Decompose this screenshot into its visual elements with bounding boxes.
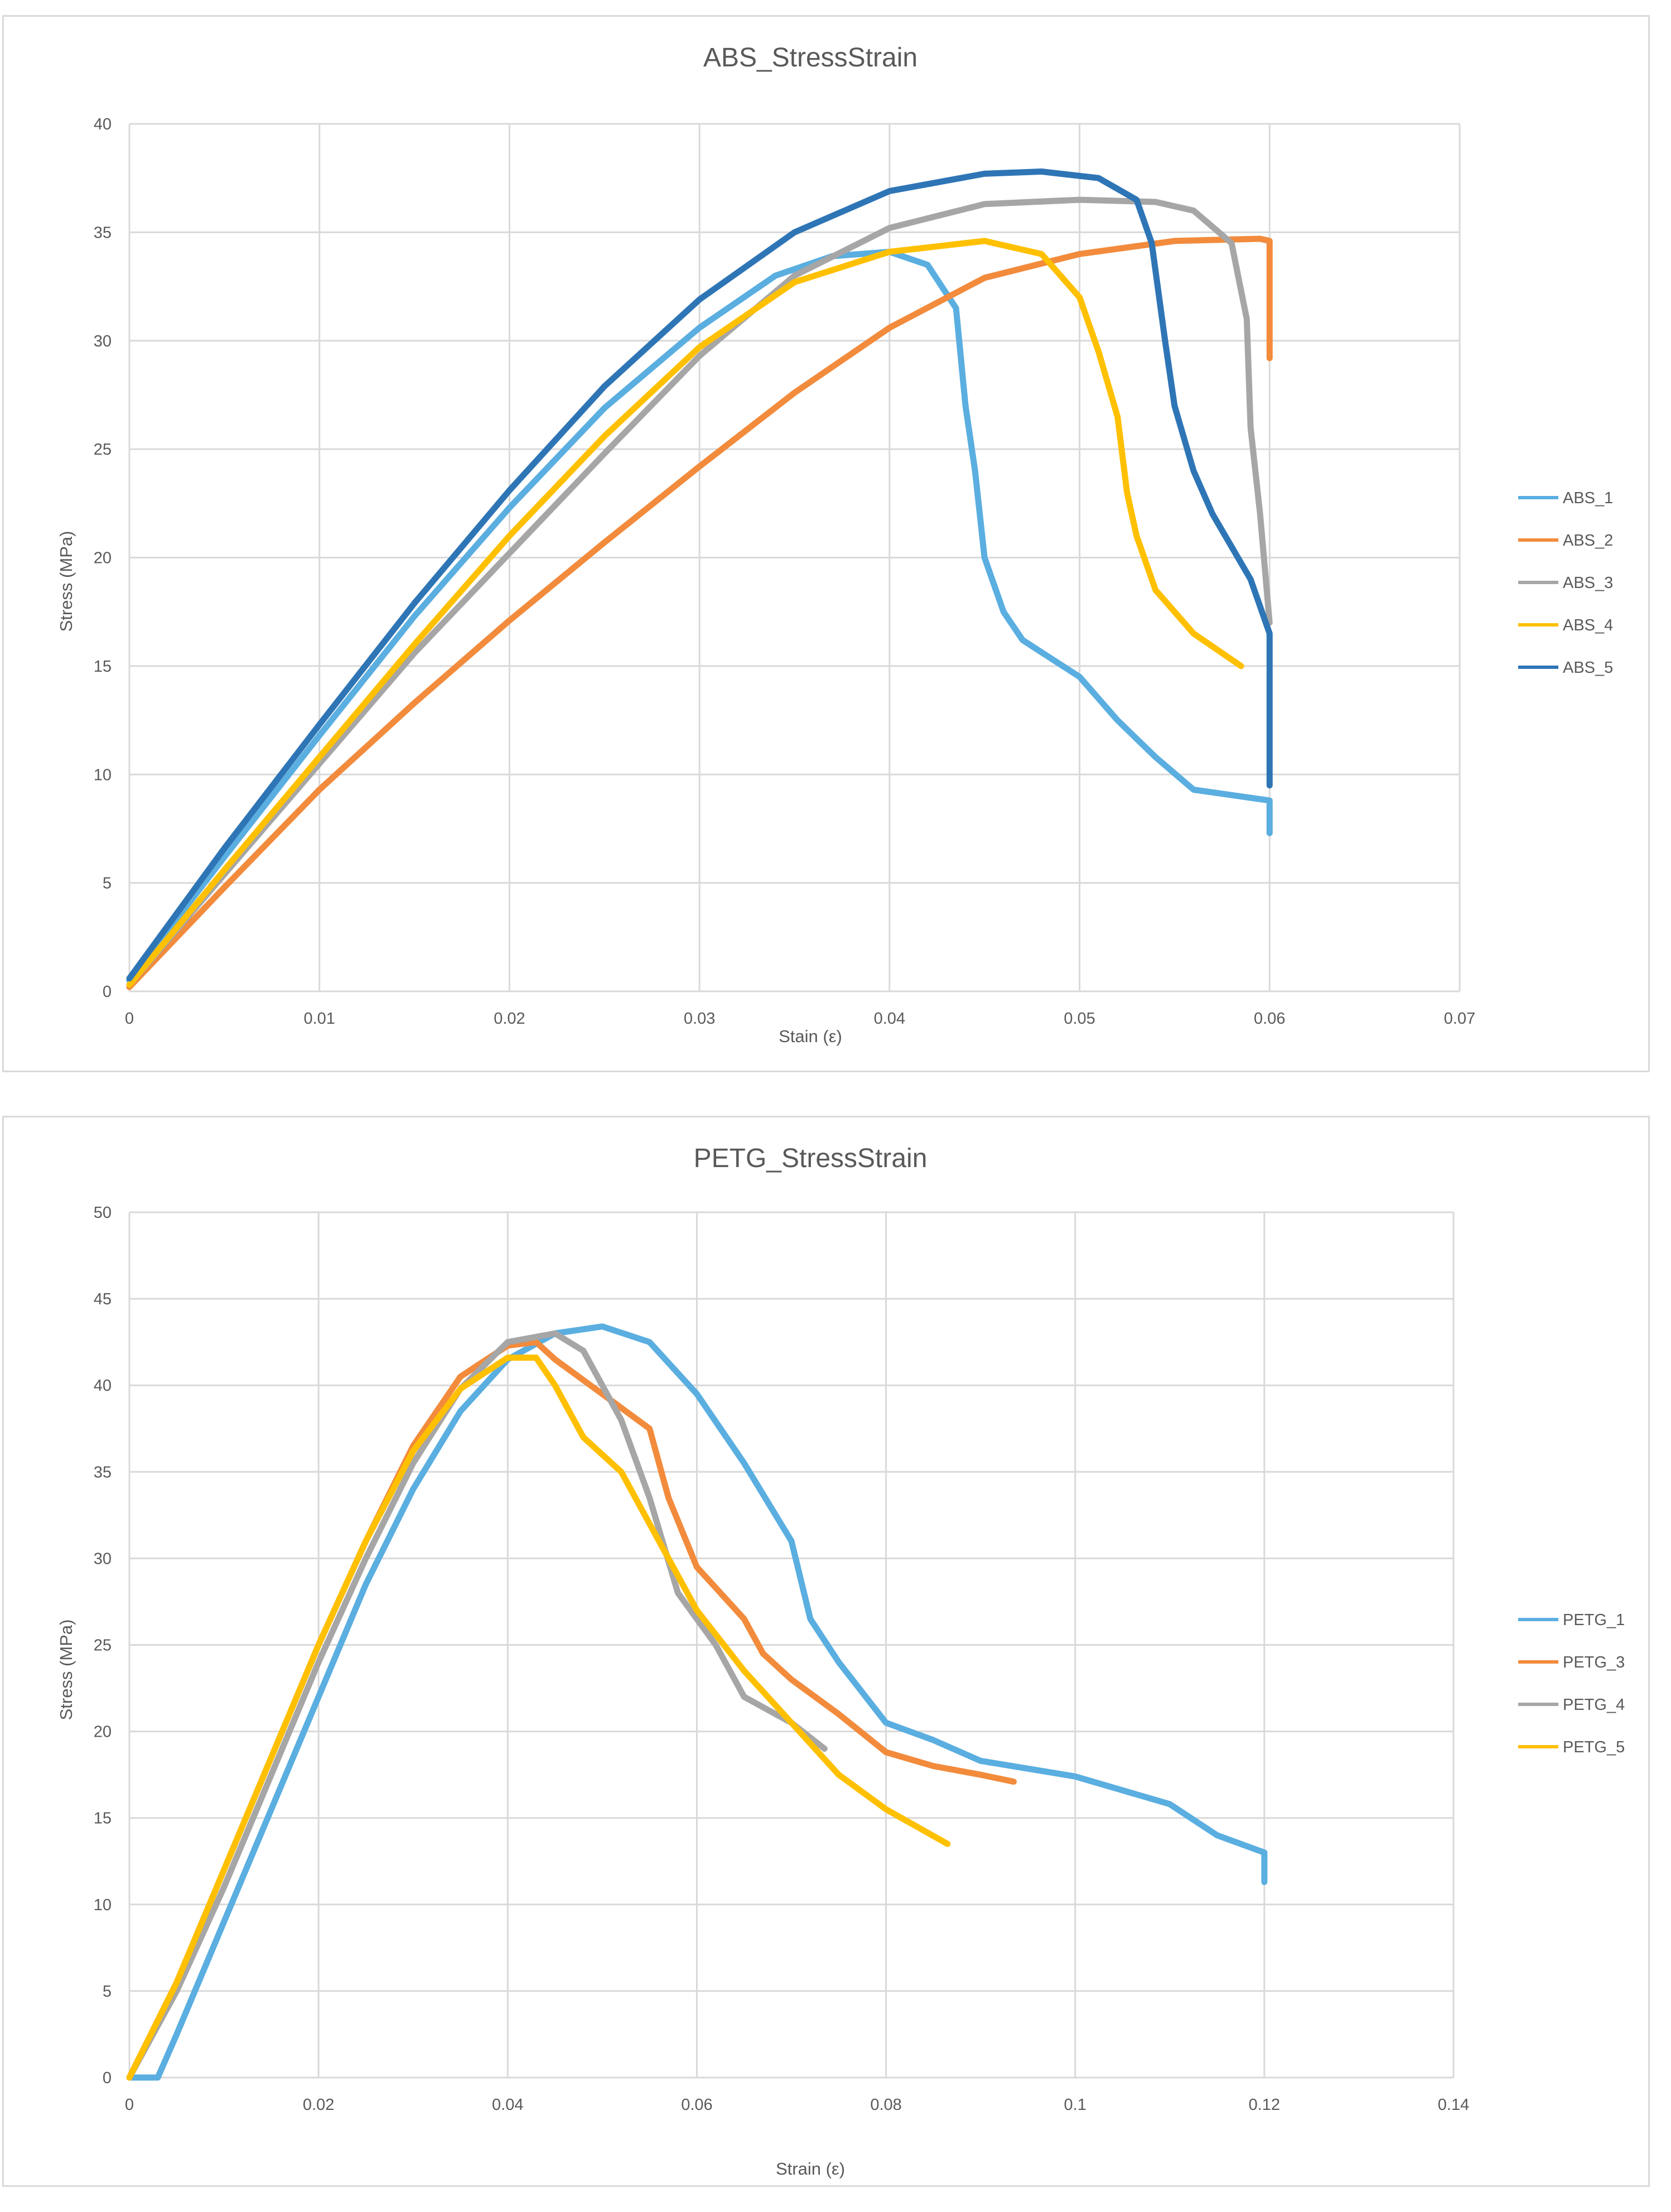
y-tick-label: 25 [94, 441, 112, 459]
y-tick-label: 40 [94, 115, 112, 133]
y-tick-label: 15 [94, 1810, 112, 1828]
legend: PETG_1 PETG_3 PETG_4 PETG_5 [1518, 1611, 1625, 1756]
x-tick-label: 0.06 [1254, 1010, 1285, 1028]
series-line-abs_3 [126, 196, 1273, 988]
y-tick-label: 15 [94, 658, 112, 676]
y-tick-label: 40 [94, 1377, 112, 1395]
series-line-petg_5 [126, 1355, 951, 2081]
chart-title: PETG_StressStrain [694, 1144, 928, 1173]
petg-chart-svg: PETG_StressStrain 0 5 10 15 20 25 30 35 40 45 50 0 0… [56, 1144, 1625, 2179]
x-tick-label: 0.02 [303, 2096, 334, 2114]
abs-chart-panel: ABS_StressStrain 0 5 10 15 20 25 30 35 40 0 0.01 0.… [2, 15, 1650, 1072]
x-tick-label: 0.12 [1249, 2096, 1280, 2114]
y-axis-title: Stress (MPa) [56, 531, 76, 632]
y-tick-label: 10 [94, 766, 112, 784]
y-tick-label: 20 [94, 550, 112, 567]
legend-label: PETG_4 [1563, 1696, 1625, 1714]
x-tick-label: 0.04 [492, 2096, 523, 2114]
y-tick-label: 35 [94, 224, 112, 242]
petg-chart-panel: PETG_StressStrain 0 5 10 15 20 25 30 35 40 45 50 0 0… [2, 1116, 1650, 2187]
y-axis-title: Stress (MPa) [56, 1620, 76, 1721]
y-tick-label: 30 [94, 332, 112, 350]
legend-label: ABS_1 [1563, 489, 1613, 507]
x-tick-label: 0.06 [681, 2096, 712, 2114]
legend-label: ABS_2 [1563, 532, 1613, 550]
legend-label: ABS_4 [1563, 616, 1613, 634]
x-tick-label: 0.05 [1064, 1010, 1095, 1028]
series-line-abs_5 [126, 168, 1273, 982]
y-tick-label: 0 [103, 983, 112, 1001]
abs-chart-svg: ABS_StressStrain 0 5 10 15 20 25 30 35 40 0 0.01 0.… [56, 43, 1613, 1046]
x-axis-title: Stain (ε) [779, 1027, 842, 1046]
x-tick-label: 0.01 [303, 1010, 335, 1028]
x-tick-label: 0.14 [1438, 2096, 1469, 2114]
series-line-abs_1 [126, 248, 1273, 984]
y-tick-label: 5 [103, 1983, 112, 2001]
x-tick-label: 0.04 [874, 1010, 905, 1028]
x-tick-label: 0.1 [1064, 2096, 1086, 2114]
legend-label: PETG_1 [1563, 1611, 1625, 1629]
series-line-petg_3 [126, 1339, 1017, 2081]
y-tick-label: 0 [103, 2069, 112, 2087]
x-axis-title: Strain (ε) [776, 2159, 845, 2179]
x-tick-label: 0.07 [1444, 1010, 1475, 1028]
y-tick-label: 50 [94, 1204, 112, 1222]
x-tick-label: 0.03 [684, 1010, 715, 1028]
x-tick-label: 0.02 [494, 1010, 525, 1028]
legend: ABS_1 ABS_2 ABS_3 ABS_4 ABS_5 [1518, 489, 1613, 677]
legend-label: ABS_3 [1563, 574, 1613, 592]
y-tick-label: 20 [94, 1723, 112, 1741]
y-tick-label: 45 [94, 1290, 112, 1308]
legend-label: PETG_5 [1563, 1738, 1625, 1756]
y-tick-label: 25 [94, 1637, 112, 1655]
y-tick-label: 30 [94, 1550, 112, 1568]
series-line-petg_1 [126, 1323, 1268, 2081]
x-tick-label: 0.08 [870, 2096, 901, 2114]
x-tick-label: 0 [125, 2096, 134, 2114]
y-tick-label: 35 [94, 1463, 112, 1481]
y-tick-label: 5 [103, 875, 112, 893]
series-line-petg_4 [126, 1330, 828, 2081]
x-tick-label: 0 [125, 1010, 134, 1028]
series-line-abs_4 [126, 238, 1244, 988]
legend-label: ABS_5 [1563, 659, 1613, 677]
chart-title: ABS_StressStrain [703, 43, 917, 73]
legend-label: PETG_3 [1563, 1654, 1625, 1671]
y-tick-label: 10 [94, 1896, 112, 1914]
